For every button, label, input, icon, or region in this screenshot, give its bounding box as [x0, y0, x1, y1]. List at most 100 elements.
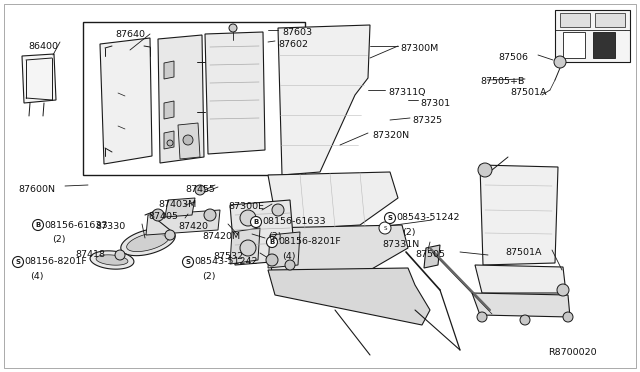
Text: 87331N: 87331N: [382, 240, 419, 249]
Polygon shape: [22, 54, 56, 103]
Text: 87602: 87602: [278, 40, 308, 49]
Circle shape: [554, 56, 566, 68]
Polygon shape: [424, 245, 440, 268]
Circle shape: [204, 209, 216, 221]
Text: (4): (4): [282, 252, 296, 261]
Polygon shape: [278, 25, 370, 175]
Circle shape: [152, 209, 164, 221]
Polygon shape: [127, 232, 170, 251]
Circle shape: [520, 315, 530, 325]
Text: 87300E: 87300E: [228, 202, 264, 211]
Text: 08156-8201F: 08156-8201F: [24, 257, 87, 266]
Text: S: S: [387, 215, 392, 221]
Polygon shape: [121, 228, 175, 256]
Circle shape: [478, 163, 492, 177]
Text: S: S: [383, 225, 387, 231]
Polygon shape: [475, 265, 566, 293]
Bar: [83, 22, 305, 175]
Polygon shape: [165, 198, 195, 217]
Text: 86400: 86400: [28, 42, 58, 51]
Polygon shape: [164, 131, 174, 149]
Polygon shape: [164, 101, 174, 119]
Text: S: S: [186, 259, 191, 265]
Text: S: S: [15, 259, 20, 265]
Text: 87325: 87325: [412, 116, 442, 125]
Circle shape: [33, 219, 44, 231]
Text: 87455: 87455: [185, 185, 215, 194]
Polygon shape: [146, 210, 220, 235]
Text: 08156-61633: 08156-61633: [262, 218, 326, 227]
Polygon shape: [178, 123, 200, 159]
Polygon shape: [205, 32, 265, 154]
Circle shape: [182, 257, 193, 267]
Text: 87600N: 87600N: [18, 185, 55, 194]
Text: 08156-8201F: 08156-8201F: [278, 237, 341, 247]
Polygon shape: [230, 228, 260, 264]
Text: R8700020: R8700020: [548, 348, 596, 357]
Text: 87501A: 87501A: [505, 248, 541, 257]
Polygon shape: [268, 268, 430, 325]
Circle shape: [183, 135, 193, 145]
Text: (2): (2): [202, 272, 216, 281]
Polygon shape: [164, 61, 174, 79]
Text: 87311Q: 87311Q: [388, 88, 426, 97]
Polygon shape: [265, 225, 408, 272]
Circle shape: [266, 254, 278, 266]
Polygon shape: [90, 251, 134, 269]
Bar: [593, 32, 615, 58]
Polygon shape: [555, 10, 630, 62]
Text: 87505: 87505: [415, 250, 445, 259]
Text: 87603: 87603: [282, 28, 312, 37]
Text: (2): (2): [52, 235, 65, 244]
Circle shape: [13, 257, 24, 267]
Text: B: B: [269, 239, 275, 245]
Text: 87300M: 87300M: [400, 44, 438, 53]
Text: (4): (4): [30, 272, 44, 281]
Text: 87501A: 87501A: [510, 88, 547, 97]
Text: 87320N: 87320N: [372, 131, 409, 140]
Text: 87301: 87301: [420, 99, 450, 108]
Circle shape: [250, 217, 262, 228]
Circle shape: [557, 284, 569, 296]
Text: 87505+B: 87505+B: [480, 77, 524, 86]
Text: 87640: 87640: [115, 30, 145, 39]
Text: 08543-51242: 08543-51242: [195, 257, 258, 266]
Circle shape: [240, 210, 256, 226]
Circle shape: [379, 222, 391, 234]
Circle shape: [115, 250, 125, 260]
Text: 87506: 87506: [498, 53, 528, 62]
Circle shape: [167, 140, 173, 146]
Circle shape: [563, 312, 573, 322]
Bar: [563, 32, 585, 58]
Bar: [560, 13, 590, 27]
Circle shape: [165, 230, 175, 240]
Polygon shape: [96, 255, 128, 265]
Circle shape: [385, 212, 396, 224]
Text: B: B: [253, 219, 259, 225]
Circle shape: [266, 237, 278, 247]
Circle shape: [229, 24, 237, 32]
Polygon shape: [230, 200, 295, 265]
Circle shape: [477, 312, 487, 322]
Text: 87532: 87532: [213, 252, 243, 261]
Circle shape: [240, 240, 256, 256]
Polygon shape: [158, 35, 204, 163]
Text: 87420: 87420: [178, 222, 208, 231]
Polygon shape: [268, 232, 300, 268]
Polygon shape: [472, 293, 570, 317]
Text: 87330: 87330: [95, 222, 125, 231]
Text: (2): (2): [268, 232, 282, 241]
Polygon shape: [268, 172, 398, 230]
Text: 87403M: 87403M: [158, 200, 196, 209]
Text: 87420M: 87420M: [202, 232, 240, 241]
Circle shape: [272, 204, 284, 216]
Text: B: B: [35, 222, 40, 228]
Polygon shape: [100, 38, 152, 164]
Text: 87405: 87405: [148, 212, 178, 221]
Bar: [595, 13, 625, 27]
Text: 08156-61633: 08156-61633: [45, 221, 108, 230]
Polygon shape: [480, 165, 558, 265]
Circle shape: [285, 260, 295, 270]
Text: 87418: 87418: [75, 250, 105, 259]
Text: 08543-51242: 08543-51242: [397, 214, 460, 222]
